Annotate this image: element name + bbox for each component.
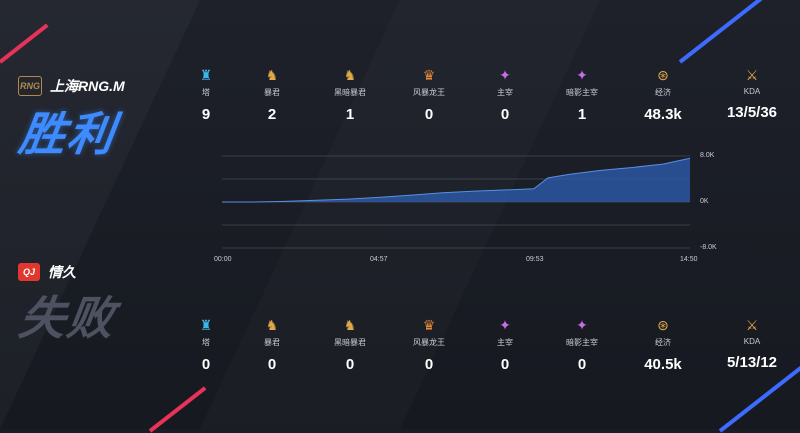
- stat-label: 暴君: [264, 88, 280, 97]
- economy-diff-line: [222, 157, 691, 203]
- x-tick-label: 04:57: [370, 256, 388, 263]
- stat-tyrant: ♞ 暴君 2: [232, 66, 312, 123]
- stat-value: 0: [424, 106, 434, 123]
- stat-economy: ⊛ 经济 40.5k: [623, 316, 703, 373]
- stat-value: 0: [500, 356, 510, 373]
- stat-storm-dragon: ♛ 风暴龙王 0: [389, 316, 469, 373]
- storm-dragon-icon: ♛: [422, 317, 436, 333]
- stat-label: 经济: [655, 338, 671, 347]
- stat-value: 0: [267, 356, 277, 373]
- coin-icon: ⊛: [657, 317, 669, 333]
- economy-diff-area: [222, 158, 690, 202]
- stat-shadow-overlord: ✦ 暗影主宰 1: [542, 66, 622, 123]
- stat-tower: ♜ 塔 9: [166, 66, 246, 123]
- dark-tyrant-icon: ♞: [343, 317, 357, 333]
- stat-value: 40.5k: [644, 356, 682, 373]
- stat-value: 0: [500, 106, 510, 123]
- economy-chart-svg: [222, 155, 691, 249]
- stat-label: KDA: [743, 87, 761, 96]
- dark-tyrant-icon: ♞: [343, 67, 357, 83]
- stat-value: 0: [201, 356, 211, 373]
- stat-shadow-overlord: ✦ 暗影主宰 0: [542, 316, 622, 373]
- stat-value: 5/13/12: [726, 354, 778, 371]
- shadow-overlord-icon: ✦: [576, 67, 588, 83]
- stat-label: 风暴龙王: [413, 338, 445, 347]
- economy-chart: 8.0K 0K -8.0K 00:00 04:57 09:53 14:50: [212, 148, 722, 268]
- storm-dragon-icon: ♛: [422, 67, 436, 83]
- team1-name: 上海RNG.M: [50, 78, 125, 94]
- stat-value: 1: [345, 106, 355, 123]
- stat-label: 塔: [202, 88, 210, 97]
- stat-label: KDA: [743, 337, 761, 346]
- sword-icon: ⚔: [745, 317, 759, 333]
- team1-result: 胜利: [15, 108, 120, 160]
- x-tick-label: 09:53: [526, 256, 544, 263]
- tyrant-icon: ♞: [265, 317, 279, 333]
- stat-value: 0: [424, 356, 434, 373]
- stat-value: 48.3k: [644, 106, 682, 123]
- tyrant-icon: ♞: [265, 67, 279, 83]
- team2-logo: QJ: [18, 263, 40, 281]
- tower-icon: ♜: [199, 317, 213, 333]
- x-tick-label: 14:50: [680, 256, 698, 263]
- team1-header: RNG 上海RNG.M: [18, 76, 125, 96]
- stat-tower: ♜ 塔 0: [166, 316, 246, 373]
- stat-overlord: ✦ 主宰 0: [465, 316, 545, 373]
- stat-kda: ⚔ KDA 13/5/36: [712, 66, 792, 121]
- stat-dark-tyrant: ♞ 黑暗暴君 0: [310, 316, 390, 373]
- stat-value: 13/5/36: [726, 104, 778, 121]
- stat-value: 9: [201, 106, 211, 123]
- stat-label: 暗影主宰: [566, 88, 598, 97]
- stat-value: 1: [577, 106, 587, 123]
- stat-label: 暴君: [264, 338, 280, 347]
- stat-label: 黑暗暴君: [334, 338, 366, 347]
- stat-label: 塔: [202, 338, 210, 347]
- stat-label: 经济: [655, 88, 671, 97]
- stat-dark-tyrant: ♞ 黑暗暴君 1: [310, 66, 390, 123]
- stat-label: 黑暗暴君: [334, 88, 366, 97]
- coin-icon: ⊛: [657, 67, 669, 83]
- team1-logo: RNG: [18, 76, 42, 96]
- x-tick-label: 00:00: [214, 256, 232, 263]
- y-tick-label: -8.0K: [700, 244, 717, 251]
- tower-icon: ♜: [199, 67, 213, 83]
- shadow-overlord-icon: ✦: [576, 317, 588, 333]
- stat-label: 主宰: [497, 88, 513, 97]
- stat-overlord: ✦ 主宰 0: [465, 66, 545, 123]
- team2-name: 情久: [48, 264, 76, 280]
- stat-label: 主宰: [497, 338, 513, 347]
- stat-tyrant: ♞ 暴君 0: [232, 316, 312, 373]
- stat-value: 0: [345, 356, 355, 373]
- stat-value: 0: [577, 356, 587, 373]
- sword-icon: ⚔: [745, 67, 759, 83]
- team1-stats: ♜ 塔 9 ♞ 暴君 2 ♞ 黑暗暴君 1 ♛ 风暴龙王 0 ✦ 主宰 0 ✦ …: [160, 66, 800, 128]
- y-tick-label: 8.0K: [700, 152, 715, 159]
- stat-kda: ⚔ KDA 5/13/12: [712, 316, 792, 371]
- stat-economy: ⊛ 经济 48.3k: [623, 66, 703, 123]
- stat-label: 暗影主宰: [566, 338, 598, 347]
- overlord-icon: ✦: [499, 67, 511, 83]
- stat-value: 2: [267, 106, 277, 123]
- team2-result: 失败: [15, 292, 120, 344]
- team2-header: QJ 情久: [18, 262, 76, 282]
- team2-stats: ♜ 塔 0 ♞ 暴君 0 ♞ 黑暗暴君 0 ♛ 风暴龙王 0 ✦ 主宰 0 ✦ …: [160, 316, 800, 378]
- y-tick-label: 0K: [700, 198, 709, 205]
- overlord-icon: ✦: [499, 317, 511, 333]
- stat-storm-dragon: ♛ 风暴龙王 0: [389, 66, 469, 123]
- stat-label: 风暴龙王: [413, 88, 445, 97]
